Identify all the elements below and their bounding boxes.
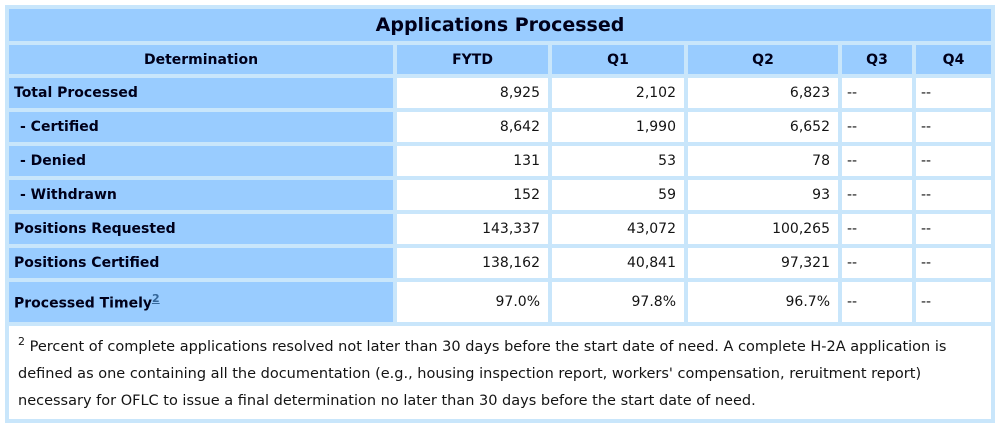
cell-q2: 6,823 (688, 78, 838, 108)
cell-q4: -- (916, 180, 991, 210)
column-header-q4: Q4 (916, 45, 991, 74)
cell-fytd: 131 (397, 146, 548, 176)
cell-q2: 93 (688, 180, 838, 210)
row-label: - Certified (9, 112, 393, 142)
footnote-cell: 2 Percent of complete applications resol… (9, 326, 991, 419)
table-row-total-processed: Total Processed 8,925 2,102 6,823 -- -- (9, 78, 991, 108)
column-header-q3: Q3 (842, 45, 912, 74)
row-label: Positions Certified (9, 248, 393, 278)
cell-q3: -- (842, 78, 912, 108)
cell-q4: -- (916, 214, 991, 244)
row-label: Positions Requested (9, 214, 393, 244)
cell-q1: 2,102 (552, 78, 684, 108)
footnote-marker: 2 (18, 335, 25, 348)
page: Applications Processed Determination FYT… (5, 5, 995, 423)
title-row: Applications Processed (9, 9, 991, 41)
applications-processed-table: Applications Processed Determination FYT… (5, 5, 995, 423)
row-label: Total Processed (9, 78, 393, 108)
row-label: - Withdrawn (9, 180, 393, 210)
column-header-fytd: FYTD (397, 45, 548, 74)
table-row-positions-certified: Positions Certified 138,162 40,841 97,32… (9, 248, 991, 278)
cell-q3: -- (842, 112, 912, 142)
cell-q3: -- (842, 248, 912, 278)
cell-q2: 6,652 (688, 112, 838, 142)
cell-q2: 100,265 (688, 214, 838, 244)
table-row-denied: - Denied 131 53 78 -- -- (9, 146, 991, 176)
cell-q1: 97.8% (552, 282, 684, 322)
cell-q3: -- (842, 146, 912, 176)
cell-fytd: 152 (397, 180, 548, 210)
cell-q1: 59 (552, 180, 684, 210)
table-row-certified: - Certified 8,642 1,990 6,652 -- -- (9, 112, 991, 142)
footnote-2-link[interactable]: 2 (152, 292, 160, 306)
row-label-text: Processed Timely (14, 295, 152, 312)
cell-q2: 97,321 (688, 248, 838, 278)
cell-q4: -- (916, 112, 991, 142)
footnote-text: Percent of complete applications resolve… (18, 338, 947, 409)
cell-q4: -- (916, 248, 991, 278)
table-row-processed-timely: Processed Timely2 97.0% 97.8% 96.7% -- -… (9, 282, 991, 322)
column-header-q1: Q1 (552, 45, 684, 74)
footnote-row: 2 Percent of complete applications resol… (9, 326, 991, 419)
header-row: Determination FYTD Q1 Q2 Q3 Q4 (9, 45, 991, 74)
cell-q2: 78 (688, 146, 838, 176)
cell-q2: 96.7% (688, 282, 838, 322)
table-title: Applications Processed (9, 9, 991, 41)
cell-q3: -- (842, 214, 912, 244)
cell-q1: 43,072 (552, 214, 684, 244)
cell-fytd: 97.0% (397, 282, 548, 322)
cell-q1: 53 (552, 146, 684, 176)
row-label: Processed Timely2 (9, 282, 393, 322)
cell-fytd: 8,925 (397, 78, 548, 108)
row-label: - Denied (9, 146, 393, 176)
column-header-determination: Determination (9, 45, 393, 74)
cell-q4: -- (916, 146, 991, 176)
cell-q4: -- (916, 78, 991, 108)
cell-q4: -- (916, 282, 991, 322)
table-row-withdrawn: - Withdrawn 152 59 93 -- -- (9, 180, 991, 210)
cell-q1: 1,990 (552, 112, 684, 142)
cell-fytd: 138,162 (397, 248, 548, 278)
cell-q3: -- (842, 282, 912, 322)
cell-fytd: 8,642 (397, 112, 548, 142)
cell-q1: 40,841 (552, 248, 684, 278)
cell-q3: -- (842, 180, 912, 210)
cell-fytd: 143,337 (397, 214, 548, 244)
column-header-q2: Q2 (688, 45, 838, 74)
table-row-positions-requested: Positions Requested 143,337 43,072 100,2… (9, 214, 991, 244)
